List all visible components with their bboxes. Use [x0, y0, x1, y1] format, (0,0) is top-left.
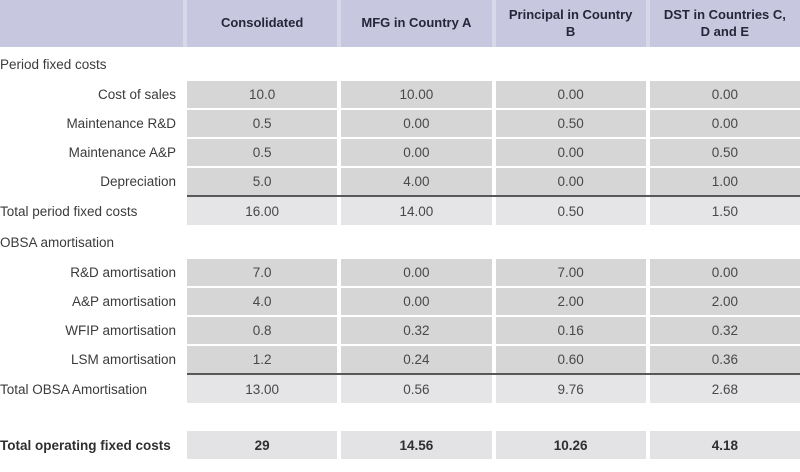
column-header-blank	[0, 0, 183, 47]
value-cell: 0.00	[495, 168, 646, 195]
grand-total-value-cell: 10.26	[495, 431, 646, 459]
value-cell: 7.0	[187, 259, 338, 286]
table-header-row: Consolidated MFG in Country A Principal …	[0, 0, 800, 47]
table-row-lsm-amortisation: LSM amortisation 1.2 0.24 0.60 0.36	[0, 346, 800, 373]
table-row-depreciation: Depreciation 5.0 4.00 0.00 1.00	[0, 168, 800, 195]
table-row-maintenance-rd: Maintenance R&D 0.5 0.00 0.50 0.00	[0, 110, 800, 137]
total-row-period-fixed-costs: Total period fixed costs 16.00 14.00 0.5…	[0, 195, 800, 225]
value-cell: 0.00	[649, 259, 800, 286]
row-label: Maintenance A&P	[68, 145, 176, 160]
value-cell: 0.00	[341, 259, 492, 286]
row-label: R&D amortisation	[70, 265, 176, 280]
grand-total-row: Total operating fixed costs 29 14.56 10.…	[0, 431, 800, 459]
value-cell: 0.00	[341, 288, 492, 315]
total-value-cell: 13.00	[187, 375, 338, 403]
column-header-consolidated: Consolidated	[187, 0, 338, 47]
section-label: OBSA amortisation	[0, 234, 115, 250]
value-cell: 0.16	[495, 317, 646, 344]
total-value-cell: 14.00	[341, 197, 492, 225]
value-cell: 1.00	[649, 168, 800, 195]
value-cell: 10.0	[187, 81, 338, 108]
table-row-wfip-amortisation: WFIP amortisation 0.8 0.32 0.16 0.32	[0, 317, 800, 344]
table-row-rd-amortisation: R&D amortisation 7.0 0.00 7.00 0.00	[0, 259, 800, 286]
value-cell: 0.32	[341, 317, 492, 344]
value-cell: 4.0	[187, 288, 338, 315]
value-cell: 0.00	[495, 139, 646, 166]
column-header-dst-countries: DST in Countries C, D and E	[649, 0, 800, 47]
value-cell: 7.00	[495, 259, 646, 286]
grand-total-value-cell: 29	[187, 431, 338, 459]
value-cell: 0.50	[649, 139, 800, 166]
row-label: Depreciation	[100, 174, 176, 189]
fixed-costs-table: Consolidated MFG in Country A Principal …	[0, 0, 800, 459]
value-cell: 0.00	[341, 110, 492, 137]
value-cell: 0.8	[187, 317, 338, 344]
value-cell: 0.00	[649, 81, 800, 108]
table-row-ap-amortisation: A&P amortisation 4.0 0.00 2.00 2.00	[0, 288, 800, 315]
total-value-cell: 2.68	[649, 375, 800, 403]
grand-total-label: Total operating fixed costs	[0, 437, 171, 453]
section-label: Period fixed costs	[0, 56, 107, 72]
grand-total-value-cell: 14.56	[341, 431, 492, 459]
value-cell: 2.00	[649, 288, 800, 315]
value-cell: 5.0	[187, 168, 338, 195]
value-cell: 0.32	[649, 317, 800, 344]
column-header-mfg-country-a: MFG in Country A	[341, 0, 492, 47]
section-header-obsa-amortisation: OBSA amortisation	[0, 225, 800, 259]
total-row-obsa-amortisation: Total OBSA Amortisation 13.00 0.56 9.76 …	[0, 373, 800, 403]
value-cell: 0.36	[649, 346, 800, 373]
row-label: A&P amortisation	[71, 294, 176, 309]
total-value-cell: 9.76	[495, 375, 646, 403]
total-value-cell: 0.56	[341, 375, 492, 403]
row-label: Maintenance R&D	[66, 116, 176, 131]
value-cell: 0.5	[187, 139, 338, 166]
value-cell: 0.60	[495, 346, 646, 373]
value-cell: 1.2	[187, 346, 338, 373]
row-label: Cost of sales	[97, 87, 176, 102]
section-header-period-fixed-costs: Period fixed costs	[0, 47, 800, 81]
value-cell: 10.00	[341, 81, 492, 108]
value-cell: 0.00	[495, 81, 646, 108]
value-cell: 0.24	[341, 346, 492, 373]
total-value-cell: 1.50	[649, 197, 800, 225]
column-header-principal-country-b: Principal in Country B	[495, 0, 646, 47]
total-value-cell: 16.00	[187, 197, 338, 225]
value-cell: 0.50	[495, 110, 646, 137]
value-cell: 0.00	[341, 139, 492, 166]
total-value-cell: 0.50	[495, 197, 646, 225]
table-row-maintenance-ap: Maintenance A&P 0.5 0.00 0.00 0.50	[0, 139, 800, 166]
row-label: LSM amortisation	[70, 352, 176, 367]
grand-total-value-cell: 4.18	[649, 431, 800, 459]
value-cell: 2.00	[495, 288, 646, 315]
value-cell: 0.00	[649, 110, 800, 137]
total-row-label: Total OBSA Amortisation	[0, 381, 148, 397]
value-cell: 4.00	[341, 168, 492, 195]
row-label: WFIP amortisation	[65, 323, 176, 338]
table-row-cost-of-sales: Cost of sales 10.0 10.00 0.00 0.00	[0, 81, 800, 108]
value-cell: 0.5	[187, 110, 338, 137]
total-row-label: Total period fixed costs	[0, 203, 138, 219]
